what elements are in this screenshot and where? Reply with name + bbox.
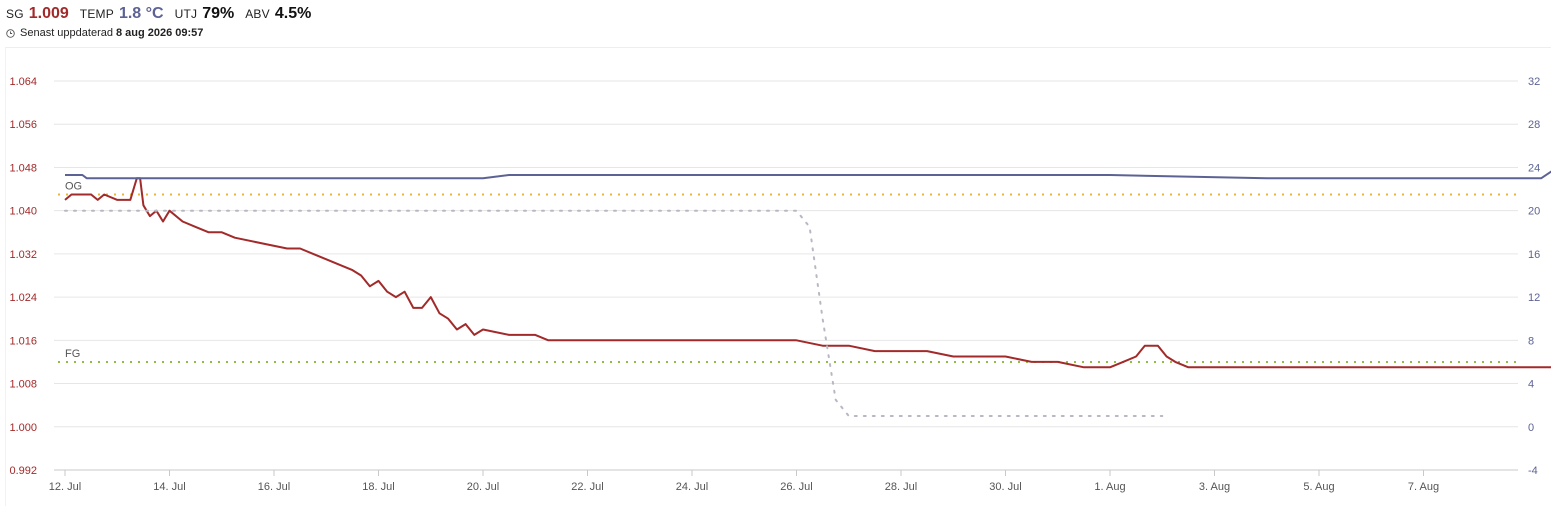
- y-right-tick-label: 20: [1528, 206, 1540, 218]
- y-right-tick-label: 24: [1528, 162, 1540, 174]
- y-left-tick-label: 1.056: [9, 119, 37, 131]
- x-tick-label: 16. Jul: [258, 481, 290, 493]
- x-tick-label: 14. Jul: [153, 481, 185, 493]
- y-left-tick-label: 1.016: [9, 335, 37, 347]
- abv-value: 4.5%: [274, 5, 312, 22]
- temp-label: TEMP: [79, 7, 114, 21]
- sg-series-line: [64, 177, 1551, 369]
- fermentation-chart[interactable]: 1.064 32 1.056 28 1.048 24 1.040 20 1.032 16 1.024…: [6, 48, 1551, 506]
- y-right-tick-label: -4: [1528, 465, 1538, 477]
- y-left-tick-label: 1.040: [9, 206, 37, 218]
- utj-stat: UTJ 79%: [175, 5, 235, 23]
- x-tick-label: 24. Jul: [676, 481, 708, 493]
- reference-label-fg: FG: [65, 348, 80, 360]
- y-left-tick-label: 1.008: [9, 379, 37, 391]
- x-tick-label: 30. Jul: [989, 481, 1021, 493]
- utj-label: UTJ: [174, 7, 198, 21]
- clock-icon: [6, 28, 15, 38]
- temp-stat: TEMP 1.8 °C: [80, 5, 164, 23]
- x-tick-label: 26. Jul: [780, 481, 812, 493]
- sg-value: 1.009: [28, 5, 69, 22]
- utj-value: 79%: [202, 5, 235, 22]
- y-right-tick-label: 8: [1528, 335, 1534, 347]
- y-left-tick-label: 1.024: [9, 292, 37, 304]
- stats-header: SG 1.009 TEMP 1.8 °C UTJ 79% ABV 4.5% Se…: [6, 5, 322, 45]
- y-right-tick-label: 0: [1528, 422, 1534, 434]
- x-tick-label: 1. Aug: [1094, 481, 1125, 493]
- x-tick-label: 3. Aug: [1199, 481, 1230, 493]
- x-tick-label: 22. Jul: [571, 481, 603, 493]
- sg-label: SG: [6, 7, 24, 21]
- last-updated-value: 8 aug 2026 09:57: [115, 27, 204, 39]
- y-left-tick-label: 1.000: [9, 422, 37, 434]
- chart-card: 1.064 32 1.056 28 1.048 24 1.040 20 1.032 16 1.024…: [5, 47, 1551, 506]
- last-updated: Senast uppdaterad 8 aug 2026 09:57: [6, 27, 322, 39]
- abv-stat: ABV 4.5%: [245, 5, 311, 23]
- reference-label-og: OG: [65, 180, 82, 192]
- abv-label: ABV: [245, 7, 270, 21]
- x-tick-label: 28. Jul: [885, 481, 917, 493]
- temp-value: 1.8 °C: [118, 5, 164, 22]
- temp-series-line: [65, 170, 1551, 180]
- x-tick-label: 18. Jul: [362, 481, 394, 493]
- dotted-series-line: [64, 209, 1164, 417]
- x-tick-label: 7. Aug: [1408, 481, 1439, 493]
- y-left-tick-label: 1.064: [9, 76, 37, 88]
- y-right-tick-label: 32: [1528, 76, 1540, 88]
- x-tick-label: 5. Aug: [1303, 481, 1334, 493]
- y-right-tick-label: 16: [1528, 249, 1540, 261]
- x-tick-label: 20. Jul: [467, 481, 499, 493]
- sg-stat: SG 1.009: [6, 5, 69, 23]
- y-left-tick-label: 0.992: [9, 465, 37, 477]
- last-updated-label: Senast uppdaterad: [20, 27, 113, 39]
- y-right-tick-label: 28: [1528, 119, 1540, 131]
- y-right-tick-label: 4: [1528, 379, 1534, 391]
- stats-row: SG 1.009 TEMP 1.8 °C UTJ 79% ABV 4.5%: [6, 5, 322, 27]
- y-left-tick-label: 1.032: [9, 249, 37, 261]
- x-tick-label: 12. Jul: [49, 481, 81, 493]
- y-right-tick-label: 12: [1528, 292, 1540, 304]
- y-left-tick-label: 1.048: [9, 162, 37, 174]
